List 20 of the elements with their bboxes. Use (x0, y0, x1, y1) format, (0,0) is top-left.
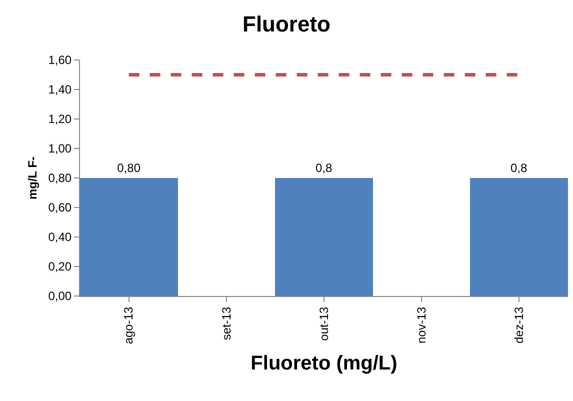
y-axis-title: mg/L F- (26, 156, 40, 200)
x-tick-label: dez-13 (512, 306, 526, 344)
x-tick-label: out-13 (316, 306, 331, 341)
y-tick-label: 0,80 (48, 171, 72, 186)
y-tick-label: 1,00 (48, 142, 72, 156)
y-tick-label: 1,60 (48, 53, 72, 68)
x-tick-label: nov-13 (414, 306, 428, 344)
y-tick-label: 1,20 (48, 112, 72, 126)
x-axis-title: Fluoreto (mg/L) (250, 352, 398, 375)
data-label: 0,8 (510, 161, 528, 175)
chart-title: Fluoreto (242, 11, 330, 36)
y-tick-label: 0,20 (48, 260, 72, 274)
x-tick-label: set-13 (219, 306, 234, 340)
y-tick-label: 0,00 (48, 289, 72, 304)
y-tick-label: 0,60 (48, 200, 72, 215)
data-label: 0,80 (117, 161, 141, 175)
y-tick-label: 0,40 (48, 230, 72, 244)
data-label: 0,8 (315, 161, 333, 175)
x-tick-label: ago-13 (122, 306, 136, 344)
y-tick-label: 1,40 (48, 82, 72, 97)
